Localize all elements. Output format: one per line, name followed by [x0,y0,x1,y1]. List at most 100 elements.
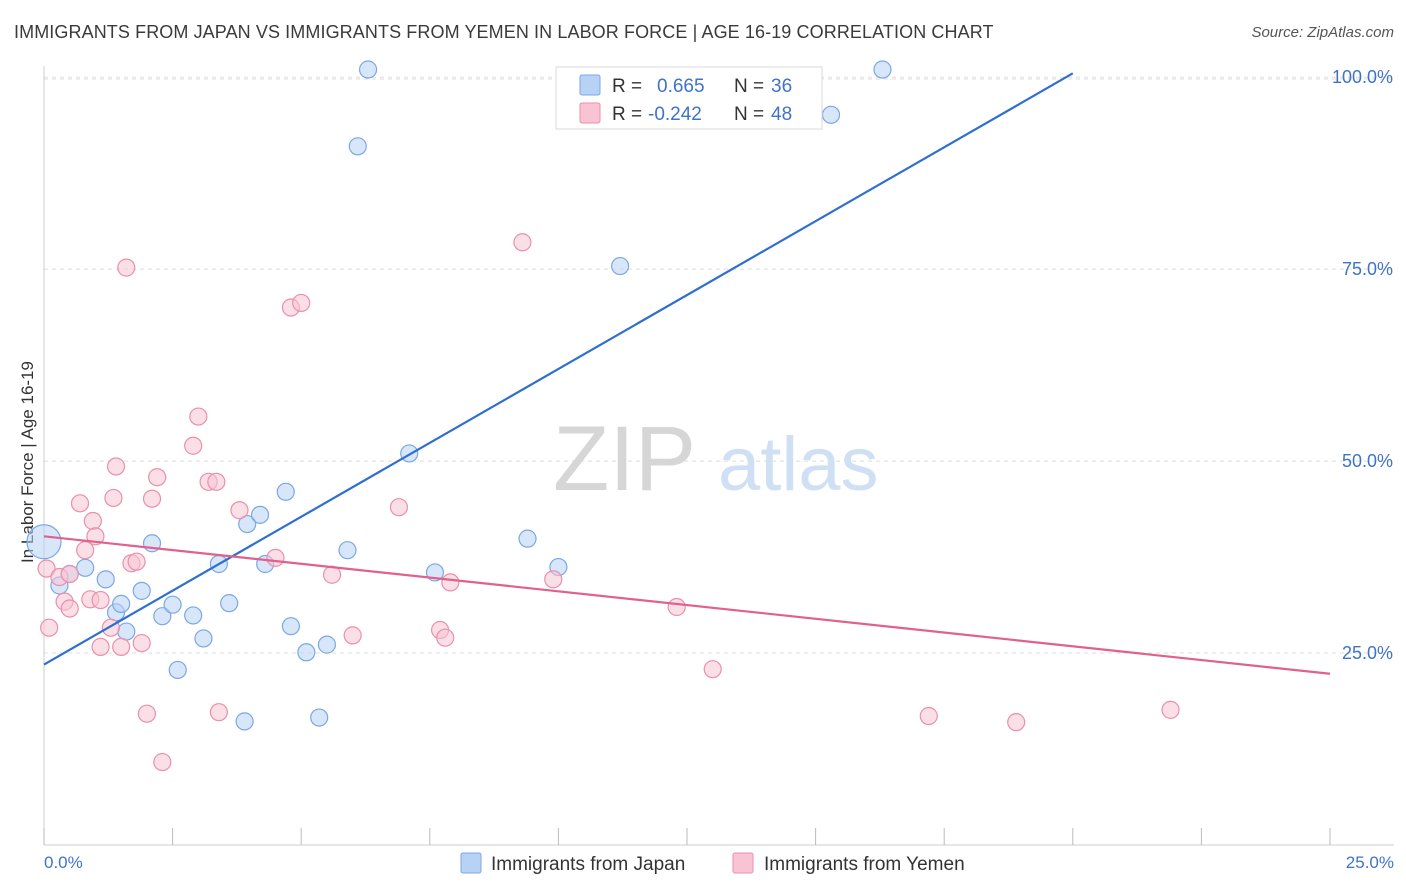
japan-point [281,617,301,636]
yemen-point [1007,713,1026,732]
japan-point [611,256,630,276]
yemen-point [148,468,167,487]
yemen-point [209,703,228,722]
japan-point [96,570,115,589]
japan-point [276,482,295,501]
watermark: ZIP atlas [553,408,879,510]
y-axis-label: In Labor Force | Age 16-19 [18,361,37,563]
yemen-point [91,637,110,657]
y-tick-label: 100.0% [1332,67,1393,87]
japan-point [132,581,151,600]
japan-point [297,643,316,662]
y-tick-label: 75.0% [1342,259,1393,279]
yemen-point [266,548,285,567]
japan-point [250,505,270,524]
yemen-point [544,570,563,589]
japan-point [76,558,95,577]
japan-trend-line [43,72,1074,666]
watermark-zip: ZIP [553,408,696,510]
stats-japan-r-label: R = [612,76,642,97]
yemen-point [91,590,110,610]
legend-swatch-japan [460,852,482,874]
japan-point [235,712,254,731]
yemen-point [37,559,56,578]
y-tick-label: 50.0% [1342,451,1393,471]
stats-legend: R = 0.665 N = 36 R = -0.242 N = 48 [555,66,823,130]
stats-japan-n-value: 36 [771,76,792,97]
stats-yemen-r-label: R = [612,104,642,125]
yemen-point [132,633,151,653]
yemen-point [919,706,938,726]
stats-japan-r-value: 0.665 [657,76,705,97]
japan-point [168,660,187,680]
japan-point [873,60,892,79]
japan-point [821,105,841,124]
yemen-point [117,258,136,277]
japan-point [358,60,378,79]
yemen-point [40,618,59,637]
yemen-point [104,488,123,508]
yemen-point [112,637,131,657]
series-yemen-points [37,233,1180,772]
japan-point [317,635,337,654]
stats-swatch-japan [579,74,601,96]
yemen-point [1161,700,1180,719]
yemen-point [153,752,172,772]
stats-yemen-n-value: 48 [771,104,792,125]
bottom-legend: Immigrants from Japan Immigrants from Ye… [460,852,965,875]
chart-title: IMMIGRANTS FROM JAPAN VS IMMIGRANTS FROM… [14,22,994,42]
yemen-point [230,501,249,520]
yemen-point [389,498,409,517]
yemen-point [106,457,126,476]
japan-point [163,595,182,614]
yemen-point [127,552,146,571]
axes [43,66,1394,846]
x-tick-label-max: 25.0% [1346,853,1394,872]
x-tick-label-min: 0.0% [44,853,83,872]
watermark-atlas: atlas [718,422,879,507]
legend-label-yemen: Immigrants from Yemen [764,854,965,875]
trend-lines [43,72,1331,675]
yemen-trend-line [43,535,1331,675]
japan-point [518,529,537,548]
japan-point [153,607,172,626]
stats-yemen-r-value: -0.242 [648,104,702,125]
legend-label-japan: Immigrants from Japan [491,854,685,875]
x-axis-ticks [43,828,1331,845]
yemen-point [189,407,208,426]
yemen-point [441,573,460,592]
japan-point [220,594,239,613]
yemen-point [343,626,362,645]
source-label: Source: ZipAtlas.com [1251,24,1394,41]
japan-point [338,541,357,560]
yemen-point [184,436,203,455]
yemen-point [137,704,156,723]
yemen-point [60,564,79,584]
series-japan-points [26,60,892,731]
japan-point [310,708,329,727]
yemen-point [513,233,532,252]
japan-point [26,524,62,560]
legend-swatch-yemen [732,852,754,874]
yemen-point [83,511,102,531]
stats-japan-n-label: N = [734,76,764,97]
japan-point [194,629,213,648]
japan-point [112,594,131,614]
yemen-point [70,494,90,513]
y-tick-labels: 25.0% 50.0% 75.0% 100.0% [1332,67,1393,663]
yemen-point [703,660,722,679]
grid-lines [44,76,1394,654]
japan-point [348,137,367,156]
yemen-point [667,597,686,617]
japan-point [238,514,257,534]
yemen-point [207,472,226,491]
japan-point [117,622,136,641]
yemen-point [142,489,162,508]
yemen-point [292,293,311,313]
yemen-point [60,599,79,618]
yemen-point [436,628,455,647]
y-tick-label: 25.0% [1342,643,1393,663]
stats-yemen-n-label: N = [734,104,764,125]
